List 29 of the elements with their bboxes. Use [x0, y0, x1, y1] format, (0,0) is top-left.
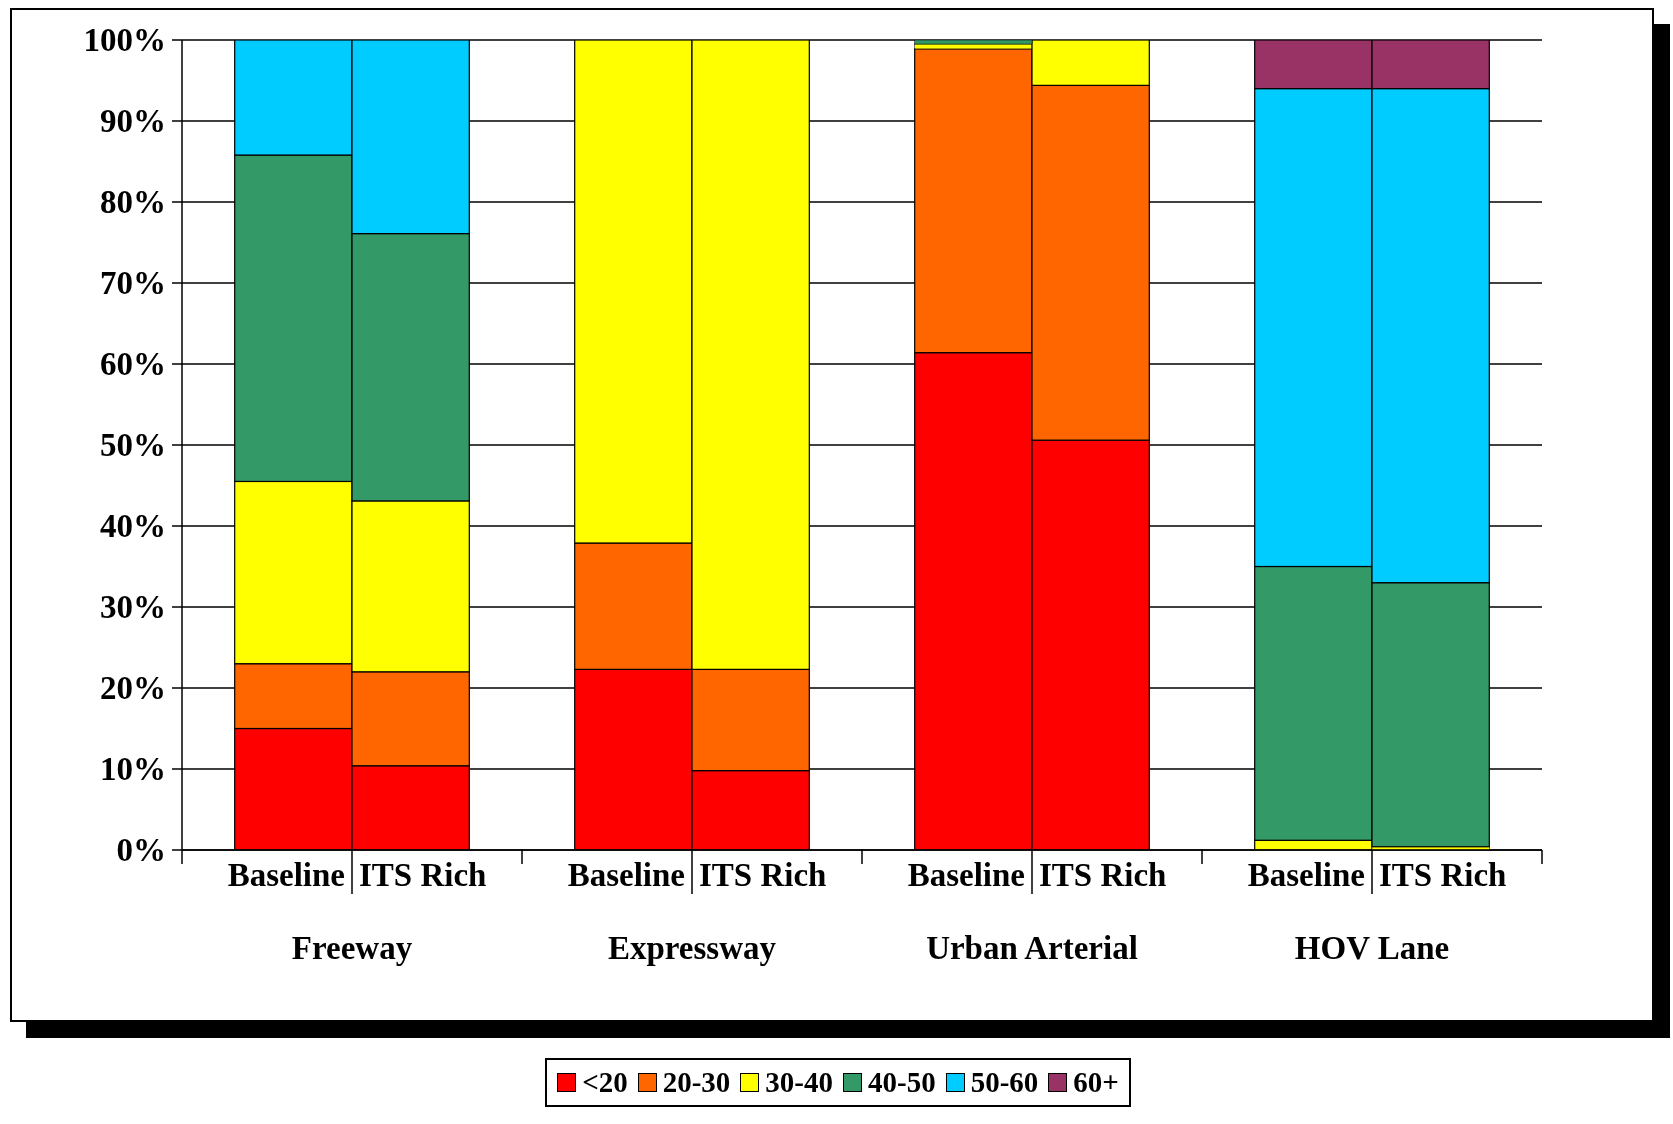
y-tick-label: 30% [100, 589, 166, 625]
y-tick-label: 10% [100, 751, 166, 787]
y-tick-label: 20% [100, 670, 166, 706]
legend-label: 30-40 [765, 1066, 833, 1099]
text: Urban Arterial [925, 930, 1139, 967]
text: Freeway [290, 930, 414, 967]
y-tick-label: 40% [100, 508, 166, 544]
legend-label: 50-60 [970, 1066, 1039, 1099]
y-tick-label: 50% [100, 427, 166, 463]
y-tick-label: 70% [100, 265, 166, 301]
x-tick-label: ITS Rich [359, 857, 487, 893]
text: HOV Lane [1293, 930, 1451, 967]
x-tick-label: Baseline [567, 857, 685, 893]
y-tick-label: 0% [116, 832, 166, 868]
text: Expressway [606, 930, 778, 967]
x-tick-label: Baseline [1247, 857, 1365, 893]
y-tick-label: 80% [100, 184, 166, 220]
x-tick-label: ITS Rich [699, 857, 827, 893]
legend-label: 60+ [1073, 1066, 1119, 1099]
legend-label: <20 [582, 1066, 628, 1099]
legend-label: 20-30 [662, 1066, 731, 1099]
legend-label: 40-50 [868, 1066, 936, 1099]
y-tick-label: 90% [100, 103, 166, 139]
y-tick-label: 100% [83, 22, 166, 58]
x-tick-label: ITS Rich [1039, 857, 1167, 893]
y-tick-label: 60% [100, 346, 166, 382]
x-tick-label: Baseline [227, 857, 345, 893]
x-tick-label: Baseline [907, 857, 1025, 893]
x-tick-label: ITS Rich [1379, 857, 1507, 893]
